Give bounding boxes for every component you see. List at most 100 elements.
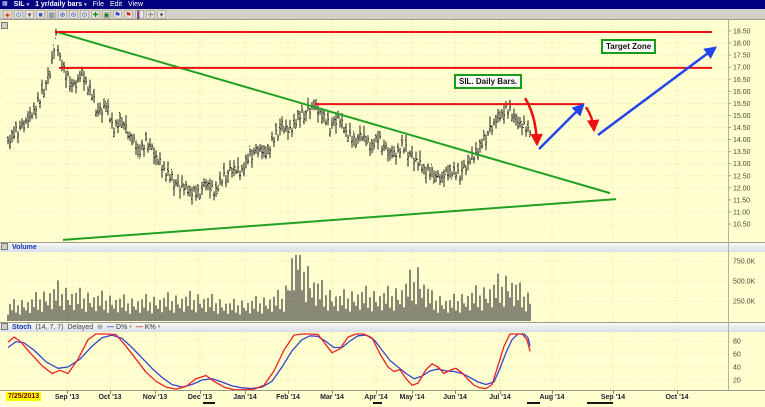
ascending-trendline[interactable] [62,198,617,241]
tools-dropdown-icon[interactable]: ▾ [157,9,166,19]
y-tick-label: 18.00 [733,41,751,48]
menu-view[interactable]: View [128,1,144,8]
month-tick [245,391,246,394]
month-tick [455,391,456,394]
stoch-status: Delayed [67,324,94,331]
crosshair-icon[interactable]: ✛ [146,9,155,19]
pane-collapse-button[interactable] [1,22,8,29]
month-tick [200,391,201,394]
symbol-selector[interactable]: SIL ▾ [13,0,30,8]
d-line-label: D% [116,324,128,331]
stoch-tick-label: 40 [733,365,741,372]
month-label: Apr '14 [364,394,388,401]
volume-tick-label: 750.0K [733,259,756,266]
y-tick-label: 13.50 [733,149,751,156]
app-icon: ▦ [2,1,8,7]
month-label: Oct '14 [665,394,689,401]
zoom-in-icon[interactable]: ⊕ [58,9,67,19]
grid-icon[interactable]: ▦ [47,9,56,19]
month-tick [552,391,553,394]
descending-trendline[interactable] [56,31,611,195]
y-tick-label: 11.00 [733,209,750,216]
advance-arrow-1[interactable] [538,103,585,150]
y-tick-label: 15.50 [733,101,751,108]
toolbar: ◈ ⊙ ▾ ■ ▦ ⊕ ⊖ ⊙ ✚ ▣ ⚑ ⚑ ▌ ✛ ▾ [0,9,765,20]
legend-k-percent[interactable]: — K% ▾ [136,323,160,332]
menu-edit[interactable]: Edit [109,1,123,8]
menu-file[interactable]: File [92,1,104,8]
month-label: Jun '14 [443,394,467,401]
volume-pane-title: Volume [12,244,37,251]
timeframe-selector[interactable]: 1 yr/daily bars ▾ [35,0,87,8]
price-axis-separator [728,20,729,390]
chart-start-date: 7/25/2013 [6,392,42,401]
month-label: Oct '13 [98,394,122,401]
time-axis: Sep '13 Oct '13 Nov '13 Dec '13 Jan '14 Feb '… [0,390,765,407]
month-label: Sep '13 [54,394,80,401]
month-tick [155,391,156,394]
month-label: Jul '14 [489,394,511,401]
month-tick [332,391,333,394]
stoch-line-K [7,333,531,390]
stoch-params: (14, 7, 7) [35,324,64,331]
scroll-range-marker [373,402,382,404]
month-tick [376,391,377,394]
month-label: Mar '14 [320,394,344,401]
stoch-chart-canvas[interactable]: 80 60 40 20 [0,332,765,390]
y-tick-label: 10.50 [733,222,751,229]
month-label: Dec '13 [187,394,213,401]
y-tick-label: 14.00 [733,137,751,144]
scroll-range-marker [587,402,613,404]
chevron-down-icon: ▾ [129,324,132,330]
y-tick-label: 17.50 [733,53,751,60]
volume-chart-canvas[interactable]: 750.0K 500.0K 250.0K [0,252,765,322]
y-tick-label: 11.50 [733,197,750,204]
volume-tick-label: 500.0K [733,279,756,286]
volume-pane-header: Volume [0,242,765,252]
chevron-down-icon: ▾ [26,1,30,8]
daily-bars-annotation[interactable]: SIL. Daily Bars. [454,74,523,89]
chart-window-icon[interactable]: ■ [36,9,45,19]
chevron-down-icon: ▾ [157,324,161,330]
symbol-search-icon[interactable]: ◈ [3,9,12,19]
month-tick [67,391,68,394]
month-tick [500,391,501,394]
zoom-out-icon[interactable]: ⊖ [69,9,78,19]
magnifier-icon[interactable]: ⊙ [14,9,23,19]
pane-collapse-button[interactable] [1,323,8,330]
scroll-range-marker [527,402,540,404]
flag-red-icon[interactable]: ⚑ [124,9,133,19]
add-study-icon[interactable]: ✚ [91,9,100,19]
pane-collapse-button[interactable] [1,243,8,250]
flag-blue-icon[interactable]: ⚑ [113,9,122,19]
info-icon[interactable]: ⊕ [97,324,104,331]
month-tick [288,391,289,394]
d-line-swatch: — [107,324,115,331]
advance-arrow-2[interactable] [597,46,718,136]
k-line-label: K% [144,324,156,331]
target-zone-annotation[interactable]: Target Zone [601,39,657,54]
price-chart-canvas[interactable]: 18.50 18.00 17.50 17.00 16.50 16.00 15.50 15.00… [0,20,765,242]
pullback-arrow-2[interactable] [584,106,600,133]
indicators-icon[interactable]: ▣ [102,9,111,19]
y-tick-label: 12.50 [733,173,751,180]
y-tick-label: 13.00 [733,161,751,168]
month-label: May '14 [399,394,425,401]
y-tick-label: 15.00 [733,113,751,120]
volume-bars [7,255,531,321]
dropdown-icon[interactable]: ▾ [25,9,34,19]
zoom-reset-icon[interactable]: ⊙ [80,9,89,19]
stoch-pane-header: Stoch (14, 7, 7) Delayed ⊕ — D% ▾ — K% ▾ [0,322,765,332]
pullback-arrow-1[interactable] [523,97,543,147]
y-tick-label: 14.50 [733,125,751,132]
month-tick [677,391,678,394]
legend-d-percent[interactable]: — D% ▾ [107,323,132,332]
volume-tick-label: 250.0K [733,299,756,306]
month-tick [412,391,413,394]
cursor-icon[interactable]: ▌ [135,9,144,19]
month-label: Sep '14 [600,394,626,401]
y-tick-label: 17.00 [733,65,751,72]
stoch-tick-label: 60 [733,352,741,359]
chevron-down-icon: ▾ [84,1,87,8]
